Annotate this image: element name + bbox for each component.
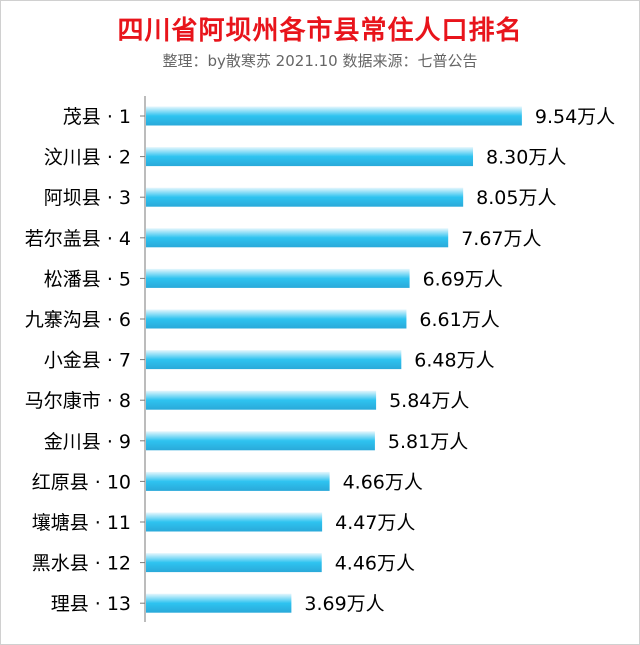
- bar: [146, 309, 407, 329]
- bar: [146, 553, 322, 573]
- data-label: 9.54万人: [535, 106, 615, 128]
- data-label: 4.46万人: [335, 553, 415, 575]
- category-label: 红原县 · 10: [32, 471, 131, 493]
- data-label: 6.48万人: [414, 350, 494, 372]
- data-label: 6.69万人: [423, 268, 503, 290]
- category-label: 阿坝县 · 3: [44, 187, 131, 209]
- bar: [146, 106, 522, 126]
- data-label: 7.67万人: [461, 228, 541, 250]
- data-label: 4.66万人: [343, 471, 423, 493]
- bar: [146, 228, 449, 248]
- data-label: 5.81万人: [388, 431, 468, 453]
- bar: [146, 512, 323, 532]
- data-label: 4.47万人: [335, 512, 415, 534]
- category-label: 黑水县 · 12: [32, 553, 131, 575]
- data-label: 8.05万人: [476, 187, 556, 209]
- data-label: 3.69万人: [304, 593, 384, 615]
- category-label: 九寨沟县 · 6: [25, 309, 131, 331]
- bar: [146, 431, 375, 451]
- data-label: 5.84万人: [389, 390, 469, 412]
- bar: [146, 350, 402, 370]
- bar: [146, 147, 474, 167]
- category-label: 小金县 · 7: [44, 350, 131, 372]
- category-label: 理县 · 13: [51, 593, 131, 615]
- bar: [146, 187, 464, 207]
- category-label: 金川县 · 9: [44, 431, 131, 453]
- bar: [146, 390, 377, 410]
- data-label: 8.30万人: [486, 147, 566, 169]
- category-label: 汶川县 · 2: [44, 147, 131, 169]
- category-label: 茂县 · 1: [63, 106, 131, 128]
- bar: [146, 471, 330, 491]
- chart-title: 四川省阿坝州各市县常住人口排名: [117, 16, 523, 46]
- category-label: 马尔康市 · 8: [25, 390, 131, 412]
- data-label: 6.61万人: [419, 309, 499, 331]
- chart-subtitle: 整理：by散寒苏 2021.10 数据来源：七普公告: [162, 52, 478, 70]
- category-label: 壤塘县 · 11: [32, 512, 131, 534]
- category-label: 松潘县 · 5: [44, 268, 131, 290]
- bar: [146, 593, 292, 613]
- category-label: 若尔盖县 · 4: [25, 228, 131, 250]
- bar: [146, 268, 410, 288]
